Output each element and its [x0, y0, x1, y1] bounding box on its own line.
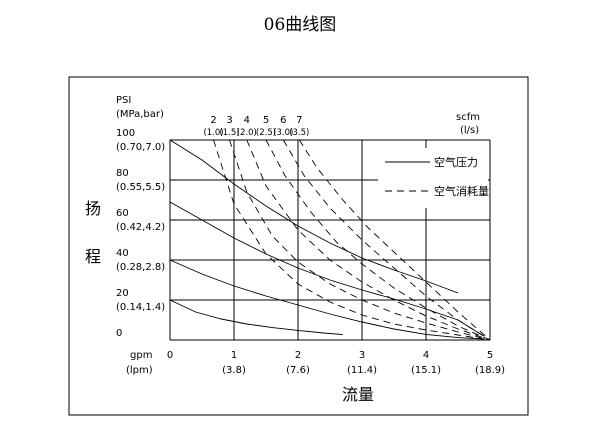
- x-tick-sublabel: (3.8): [222, 365, 246, 376]
- air-tick-label: 2: [210, 115, 216, 126]
- x-tick-label: 2: [295, 350, 301, 361]
- air-unit-sublabel: (l/s): [460, 125, 479, 136]
- chart-frame: [68, 76, 529, 416]
- air-tick-label: 6: [280, 115, 286, 126]
- y-unit-label: PSI: [116, 95, 131, 106]
- air-pressure-curve: [169, 139, 459, 294]
- air-tick-label: 3: [226, 115, 232, 126]
- x-axis-title: 流量: [342, 385, 374, 404]
- x-tick-label: 3: [359, 350, 365, 361]
- air-tick-sublabel: (1.0): [203, 128, 223, 138]
- air-tick-label: 7: [296, 115, 302, 126]
- label-layer: 100(0.70,7.0)80(0.55,5.5)60(0.42,4.2)40(…: [85, 95, 505, 404]
- y-tick-label: 80: [116, 168, 129, 179]
- air-pressure-curve: [169, 299, 343, 336]
- air-tick-sublabel: (1.5): [219, 128, 239, 138]
- air-consumption-curve: [213, 139, 491, 341]
- x-unit-sublabel: (lpm): [126, 365, 153, 376]
- y-tick-label: 40: [116, 248, 129, 259]
- air-pressure-curve: [169, 259, 484, 340]
- y-axis-title-char: 扬: [85, 199, 101, 218]
- x-tick-sublabel: (18.9): [475, 365, 505, 376]
- y-tick-sublabel: (0.28,2.8): [116, 262, 165, 273]
- air-consumption-curve: [246, 139, 491, 341]
- air-consumption-curve: [229, 139, 491, 341]
- y-tick-label: 20: [116, 288, 129, 299]
- x-tick-label: 1: [231, 350, 237, 361]
- y-tick-label: 0: [116, 328, 122, 339]
- air-tick-sublabel: (3.0): [273, 128, 293, 138]
- x-tick-sublabel: (7.6): [286, 365, 310, 376]
- air-consumption-curve: [282, 139, 491, 341]
- chart-title: 06曲线图: [263, 15, 337, 35]
- air-pressure-curve: [169, 201, 484, 337]
- air-consumption-curve: [298, 139, 491, 341]
- air-tick-label: 5: [263, 115, 269, 126]
- x-tick-label: 4: [423, 350, 429, 361]
- x-tick-label: 5: [487, 350, 493, 361]
- grid-layer: [169, 139, 491, 341]
- air-tick-sublabel: (3.5): [289, 128, 309, 138]
- air-tick-sublabel: (2.0): [237, 128, 257, 138]
- y-tick-label: 100: [116, 128, 135, 139]
- legend-label-air-pressure: 空气压力: [434, 155, 478, 169]
- y-tick-sublabel: (0.55,5.5): [116, 182, 165, 193]
- y-tick-sublabel: (0.42,4.2): [116, 222, 165, 233]
- air-unit-label: scfm: [456, 112, 480, 123]
- series-layer: [169, 139, 491, 341]
- air-consumption-curve: [265, 139, 491, 341]
- x-tick-sublabel: (15.1): [411, 365, 441, 376]
- x-unit-label: gpm: [130, 350, 152, 361]
- y-unit-sublabel: (MPa,bar): [116, 109, 164, 120]
- air-tick-sublabel: (2.5): [256, 128, 276, 138]
- legend-background: [378, 148, 488, 208]
- x-tick-sublabel: (11.4): [347, 365, 377, 376]
- x-tick-label: 0: [167, 350, 173, 361]
- air-tick-label: 4: [244, 115, 250, 126]
- y-tick-sublabel: (0.70,7.0): [116, 142, 165, 153]
- y-tick-label: 60: [116, 208, 129, 219]
- y-tick-sublabel: (0.14,1.4): [116, 302, 165, 313]
- y-axis-title-char: 程: [85, 247, 101, 266]
- legend-label-air-consumption: 空气消耗量: [434, 184, 489, 198]
